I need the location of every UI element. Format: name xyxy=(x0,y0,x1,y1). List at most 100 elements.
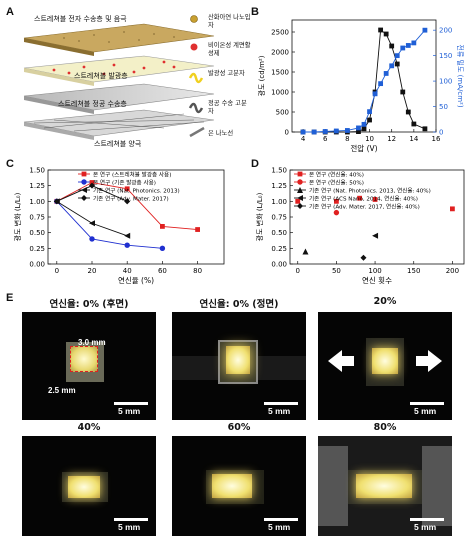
data-point xyxy=(400,89,406,95)
x-tick-label: 150 xyxy=(407,267,420,275)
x-axis-label: 연신 횟수 xyxy=(362,275,392,285)
data-point xyxy=(89,220,95,227)
scale-label-5: 5 mm xyxy=(268,522,291,532)
x-tick-label: 4 xyxy=(301,135,306,143)
photo-2: 5 mm xyxy=(172,312,306,420)
y-tick-label: 0.50 xyxy=(271,229,287,237)
legend-entry: 본 연구 (연신율: 40%) xyxy=(309,170,364,178)
photo-title-2: 연신율: 0% (정면) xyxy=(199,299,279,310)
y-tick-label: 1.50 xyxy=(271,167,287,175)
data-point xyxy=(89,236,95,242)
legend-nanowire: 은 나노선 xyxy=(208,130,234,137)
legend-entry: 본 연구 (연신율: 50%) xyxy=(309,178,364,186)
x-tick-label: 0 xyxy=(55,267,59,275)
panel-b-label: B xyxy=(251,6,259,18)
plot-frame xyxy=(291,19,437,133)
legend-marker xyxy=(81,171,87,177)
data-point xyxy=(389,43,395,49)
electron-transport-layer xyxy=(23,23,215,53)
data-point xyxy=(372,232,379,239)
legend-marker xyxy=(81,195,87,201)
x-tick-label: 14 xyxy=(409,135,418,143)
legend-marker xyxy=(81,179,87,185)
legend-marker xyxy=(297,203,303,209)
anode-layer xyxy=(23,109,215,137)
legend-marker xyxy=(297,187,303,193)
chart-d: 0 50 100 150 200 0.00 0.25 0.50 0.75 1.00 1.25 1.50… xyxy=(256,167,465,285)
legend-entry: 기존 연구 (Nat. Photonics. 2013, 연신율: 40%) xyxy=(309,186,431,194)
data-point xyxy=(302,248,309,255)
y-tick-label: 0.25 xyxy=(271,245,287,253)
data-point xyxy=(378,27,384,33)
y-tick-label: 0.75 xyxy=(29,214,45,222)
chart-c: 0 20 40 60 80 0.00 0.25 0.50 0.75 1.00 1.25 1.50 연신율… xyxy=(14,167,225,285)
data-point xyxy=(89,182,95,189)
x-tick-label: 20 xyxy=(88,267,97,275)
legend-marker xyxy=(81,187,87,193)
data-point xyxy=(378,81,384,87)
data-point xyxy=(160,224,165,229)
data-point xyxy=(89,180,95,185)
y2-tick-label: 0 xyxy=(439,129,443,137)
data-point xyxy=(405,43,411,48)
scale-label-2: 5 mm xyxy=(268,406,291,416)
legend-entry: 기존 연구 (ACS Nano, 2014, 연신율: 40%) xyxy=(309,194,418,202)
y-tick-label: 1.25 xyxy=(29,182,45,190)
scale-label-6: 5 mm xyxy=(414,522,437,532)
y2-tick-label: 100 xyxy=(439,78,452,86)
data-point xyxy=(389,63,395,69)
series-line-1 xyxy=(56,201,163,249)
legend-htl-polymer: 정공 수송 고분자 xyxy=(208,100,247,115)
legend-marker xyxy=(297,195,303,201)
data-point xyxy=(411,121,417,127)
photo-5: 5 mm xyxy=(172,436,306,536)
legend-marker xyxy=(297,171,303,177)
data-point xyxy=(124,186,130,192)
y-tick-label: 0.50 xyxy=(29,229,45,237)
y-tick-label: 1000 xyxy=(271,89,289,97)
data-point xyxy=(372,91,378,97)
data-point xyxy=(322,129,328,134)
photo-title-4: 40% xyxy=(77,422,101,433)
scale-label-4: 5 mm xyxy=(118,522,141,532)
y-axis-label: 광도 (cd/m²) xyxy=(258,55,266,96)
x-tick-label: 50 xyxy=(332,267,341,275)
gray-squiggle-icon xyxy=(188,102,204,114)
y-tick-label: 0.00 xyxy=(271,261,287,269)
data-point xyxy=(124,232,131,239)
red-dot-icon xyxy=(190,43,198,51)
panel-d-label: D xyxy=(251,158,259,170)
photo-3: 5 mm xyxy=(318,312,452,420)
data-point xyxy=(300,129,306,135)
x-tick-label: 10 xyxy=(365,135,374,143)
data-point xyxy=(124,198,131,205)
photo-title-6: 80% xyxy=(373,422,397,433)
photo-title-5: 60% xyxy=(227,422,251,433)
legend-emissive-polymer: 발광성 고분자 xyxy=(208,70,245,77)
scale-bar xyxy=(114,402,148,405)
data-point xyxy=(383,31,389,37)
y-tick-label: 0.25 xyxy=(29,245,45,253)
y-tick-label: 500 xyxy=(276,109,289,117)
data-point xyxy=(53,198,60,205)
y-tick-label: 1.25 xyxy=(271,182,287,190)
scale-bar xyxy=(410,518,444,521)
data-point xyxy=(361,126,367,132)
data-point xyxy=(422,126,428,132)
photo-title-1: 연신율: 0% (후면) xyxy=(49,299,129,310)
yellow-squiggle-icon xyxy=(188,72,204,84)
scale-bar xyxy=(114,518,148,521)
chart-b: 4 6 8 10 12 14 1605001000150020002500050100150… xyxy=(258,19,465,153)
panel-e-label: E xyxy=(6,292,14,304)
scale-bar xyxy=(264,518,298,521)
legend-entry: 본 연구 (스트레쳐블 발광층 사용) xyxy=(93,170,171,178)
data-point xyxy=(333,128,339,134)
y-axis-label: 광도 변화 (L/L₀) xyxy=(256,192,264,241)
series-line-2 xyxy=(56,200,128,237)
photo-4: 5 mm xyxy=(22,436,156,536)
x-tick-label: 40 xyxy=(123,267,132,275)
photo-1: 3.0 mm 2.5 mm 5 mm xyxy=(22,312,156,420)
scale-label-1: 5 mm xyxy=(118,406,141,416)
y-tick-label: 2000 xyxy=(271,49,289,57)
x-tick-label: 12 xyxy=(387,135,396,143)
